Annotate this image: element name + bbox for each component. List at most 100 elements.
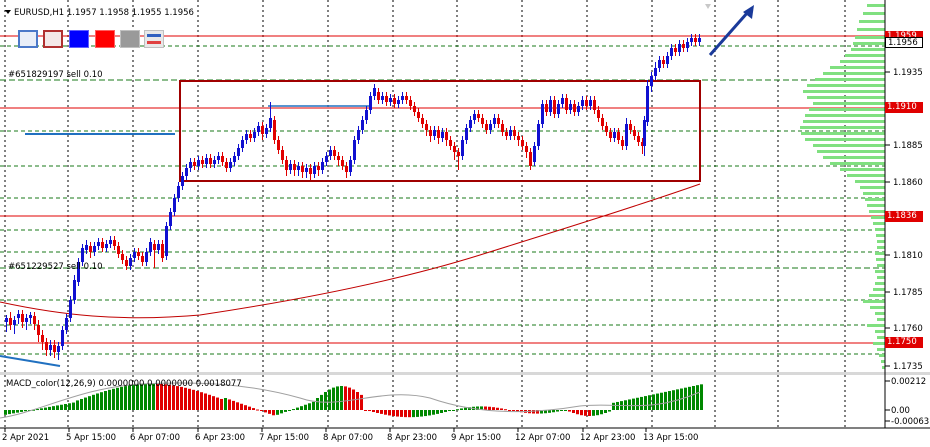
volume-profile-bar <box>855 36 885 39</box>
volume-profile-bar <box>807 96 885 99</box>
fill-blue-button[interactable] <box>69 30 89 48</box>
macd-bar <box>284 410 287 412</box>
macd-bar <box>588 410 591 416</box>
macd-bar <box>188 388 191 410</box>
price-tick-label: 1.1760 <box>893 324 923 334</box>
time-tick-label: 6 Apr 07:00 <box>130 433 180 443</box>
candle-body <box>409 100 412 106</box>
macd-bar <box>468 407 471 410</box>
macd-bar <box>340 386 343 410</box>
macd-bar <box>276 410 279 415</box>
macd-bar <box>540 410 543 414</box>
macd-bar <box>100 392 103 410</box>
macd-bar <box>88 396 91 410</box>
fill-gray-button[interactable] <box>120 30 140 48</box>
candle-body <box>321 162 324 170</box>
macd-bar <box>64 404 67 410</box>
macd-bar <box>508 410 511 411</box>
candle-body <box>361 120 364 130</box>
candle-body <box>25 318 28 322</box>
candle-body <box>73 280 76 300</box>
candle-body <box>489 124 492 130</box>
macd-bar <box>684 387 687 410</box>
frame-red-button[interactable] <box>43 30 63 48</box>
moving-average-line[interactable] <box>0 183 701 319</box>
candle-body <box>357 130 360 140</box>
candle-body <box>337 156 340 160</box>
candle-body <box>425 124 428 130</box>
candle-body <box>65 318 68 330</box>
candle-body <box>129 258 132 266</box>
volume-profile-bar <box>813 102 885 105</box>
candle-body <box>505 132 508 136</box>
macd-bar <box>124 386 127 410</box>
macd-bar <box>24 410 27 412</box>
candle-body <box>201 160 204 164</box>
macd-bar <box>8 410 11 415</box>
candle-body <box>61 330 64 346</box>
volume-profile-bar <box>809 108 885 111</box>
time-tick-label: 2 Apr 2021 <box>2 433 49 443</box>
candle-body <box>694 38 697 42</box>
macd-bar <box>360 394 363 410</box>
shift-marker-icon[interactable] <box>705 4 711 9</box>
candle-body <box>557 104 560 114</box>
time-tick-label: 13 Apr 15:00 <box>643 433 698 443</box>
candle-body <box>105 244 108 248</box>
macd-bar <box>628 399 631 410</box>
macd-bar <box>348 387 351 410</box>
macd-bar <box>136 384 139 410</box>
candle-body <box>662 60 665 64</box>
macd-bar <box>672 390 675 410</box>
time-tick-label: 9 Apr 15:00 <box>451 433 501 443</box>
candle-body <box>213 160 216 164</box>
time-tick-label: 8 Apr 23:00 <box>387 433 437 443</box>
macd-bar <box>668 391 671 410</box>
lines-button[interactable] <box>144 30 164 48</box>
volume-profile-bar <box>863 192 885 195</box>
macd-bar <box>140 383 143 410</box>
subwindow-separator[interactable] <box>0 372 930 375</box>
macd-bar <box>240 403 243 410</box>
macd-bar <box>148 383 151 410</box>
dropdown-triangle-icon[interactable] <box>5 10 11 14</box>
frame-blue-button[interactable] <box>18 30 38 48</box>
candle-body <box>497 118 500 124</box>
candle-body <box>529 152 532 166</box>
candle-body <box>393 98 396 104</box>
fill-red-button[interactable] <box>95 30 115 48</box>
macd-bar <box>372 410 375 413</box>
volume-profile-bar <box>857 28 885 31</box>
price-tag: 1.1750 <box>885 337 923 348</box>
volume-profile-bar <box>867 324 885 327</box>
macd-bar <box>96 393 99 410</box>
macd-bar <box>428 410 431 416</box>
macd-bar <box>228 399 231 410</box>
volume-profile-bar <box>840 60 885 63</box>
order-label[interactable]: #651229527 sell 0.10 <box>8 262 103 272</box>
trend-arrow[interactable] <box>708 5 754 56</box>
candle-body <box>157 244 160 250</box>
macd-bar <box>300 406 303 410</box>
range-rectangle[interactable] <box>179 80 701 182</box>
macd-bar <box>660 392 663 410</box>
candle-body <box>541 104 544 124</box>
macd-bar <box>316 398 319 410</box>
macd-bar <box>216 397 219 410</box>
volume-profile-bar <box>875 330 885 333</box>
volume-profile-bar <box>801 132 885 135</box>
candle-body <box>674 48 677 52</box>
macd-bar <box>548 410 551 413</box>
order-label[interactable]: #651829197 sell 0.10 <box>8 70 103 80</box>
volume-profile-bar <box>873 288 885 291</box>
macd-bar <box>504 409 507 411</box>
macd-bar <box>696 385 699 410</box>
macd-bar <box>640 396 643 410</box>
candle-body <box>373 88 376 96</box>
macd-bar <box>576 410 579 415</box>
volume-profile-bar <box>851 48 885 51</box>
macd-bar <box>424 410 427 417</box>
macd-bar <box>288 410 291 411</box>
candle-body <box>481 118 484 124</box>
